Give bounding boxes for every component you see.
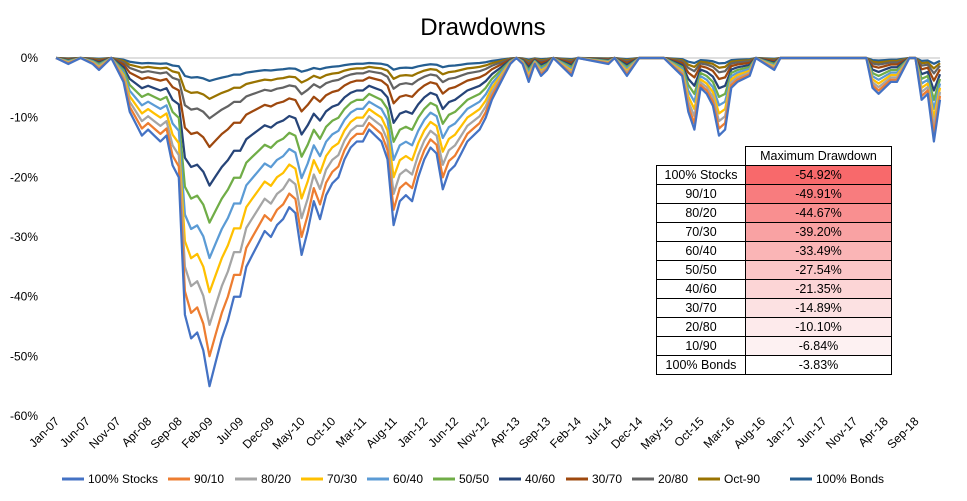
legend-label: 20/80: [658, 472, 688, 486]
y-tick-label: 0%: [21, 51, 39, 65]
y-tick-label: -50%: [10, 349, 38, 363]
row-value: -27.54%: [745, 260, 892, 280]
table-row: 20/80 -10.10%: [656, 317, 892, 337]
table-row: 90/10 -49.91%: [656, 184, 892, 204]
x-tick-label: Sep-13: [516, 414, 553, 451]
row-label: 40/60: [656, 279, 746, 299]
x-tick-label: Aug-16: [731, 414, 768, 451]
row-label: 70/30: [656, 222, 746, 242]
table-row: 100% Bonds -3.83%: [656, 355, 892, 375]
legend-label: 50/50: [459, 472, 489, 486]
row-label: 100% Stocks: [656, 165, 746, 185]
row-label: 80/20: [656, 203, 746, 223]
x-tick-label: May-15: [638, 414, 676, 452]
row-label: 50/50: [656, 260, 746, 280]
row-label: 60/40: [656, 241, 746, 261]
x-tick-label: Feb-14: [547, 414, 584, 451]
row-value: -14.89%: [745, 298, 892, 318]
row-value: -10.10%: [745, 317, 892, 337]
legend-label: Oct-90: [724, 472, 760, 486]
row-label: 90/10: [656, 184, 746, 204]
x-tick-label: Jan-12: [395, 414, 431, 450]
row-label: 100% Bonds: [656, 355, 746, 375]
y-tick-label: -20%: [10, 170, 38, 184]
x-tick-label: Aug-11: [363, 414, 400, 451]
table-row: 30/70 -14.89%: [656, 298, 892, 318]
y-tick-label: -10%: [10, 111, 38, 125]
table-header-row: Maximum Drawdown: [657, 146, 892, 166]
row-label: 30/70: [656, 298, 746, 318]
y-tick-label: -40%: [10, 290, 38, 304]
x-tick-label: Nov-17: [823, 414, 860, 451]
table-row: 50/50 -27.54%: [656, 260, 892, 280]
series-lines: [55, 56, 942, 388]
x-axis-labels: Jan-07Jun-07Nov-07Apr-08Sep-08Feb-09Jul-…: [26, 414, 922, 452]
series-line: [55, 56, 941, 149]
table-row: 40/60 -21.35%: [656, 279, 892, 299]
x-tick-label: Mar-16: [701, 414, 738, 451]
table-row: 60/40 -33.49%: [656, 241, 892, 261]
row-value: -39.20%: [745, 222, 892, 242]
chart-title: Drawdowns: [420, 14, 545, 41]
row-value: -54.92%: [745, 165, 892, 185]
y-tick-label: -30%: [10, 230, 38, 244]
legend-label: 30/70: [592, 472, 622, 486]
table-row: 80/20 -44.67%: [656, 203, 892, 223]
table-header: Maximum Drawdown: [745, 146, 892, 166]
table-corner: [657, 147, 746, 166]
max-drawdown-table: Maximum Drawdown 100% Stocks -54.92% 90/10…: [656, 146, 892, 375]
table-row: 10/90 -6.84%: [656, 336, 892, 356]
x-tick-label: Nov-12: [455, 414, 492, 451]
row-value: -21.35%: [745, 279, 892, 299]
table-row: 70/30 -39.20%: [656, 222, 892, 242]
x-tick-label: May-10: [269, 414, 307, 452]
x-tick-label: Jun-12: [425, 414, 461, 450]
x-tick-label: Oct-15: [671, 414, 707, 450]
row-value: -6.84%: [745, 336, 892, 356]
legend: 100% Stocks 90/10 80/20 70/30 60/40 50/50 40/6…: [62, 472, 884, 486]
x-tick-label: Jun-07: [57, 414, 93, 450]
x-tick-label: Mar-11: [333, 414, 369, 450]
legend-label: 60/40: [393, 472, 423, 486]
row-label: 10/90: [656, 336, 746, 356]
legend-label: 90/10: [194, 472, 224, 486]
x-tick-label: Jan-17: [763, 414, 799, 450]
table-row: 100% Stocks -54.92%: [656, 165, 892, 185]
legend-label: 100% Bonds: [816, 472, 884, 486]
legend-label: 80/20: [261, 472, 291, 486]
row-label: 20/80: [656, 317, 746, 337]
legend-label: 100% Stocks: [88, 472, 158, 486]
x-tick-label: Sep-08: [148, 414, 185, 451]
row-value: -33.49%: [745, 241, 892, 261]
row-value: -3.83%: [745, 355, 892, 375]
series-line: [55, 56, 942, 388]
row-value: -44.67%: [745, 203, 892, 223]
legend-label: 70/30: [327, 472, 357, 486]
x-tick-label: Jun-17: [794, 414, 830, 450]
y-axis-labels: 0% -10% -20% -30% -40% -50% -60%: [10, 51, 38, 423]
y-tick-label: -60%: [10, 409, 38, 423]
x-tick-label: Oct-10: [303, 414, 339, 450]
table-body: 100% Stocks -54.92% 90/10 -49.91% 80/20 -44.6…: [656, 165, 892, 375]
x-tick-label: Nov-07: [86, 414, 123, 451]
legend-label: 40/60: [525, 472, 555, 486]
x-tick-label: Feb-09: [179, 414, 216, 451]
row-value: -49.91%: [745, 184, 892, 204]
series-line: [55, 56, 941, 120]
x-tick-label: Sep-18: [884, 414, 921, 451]
